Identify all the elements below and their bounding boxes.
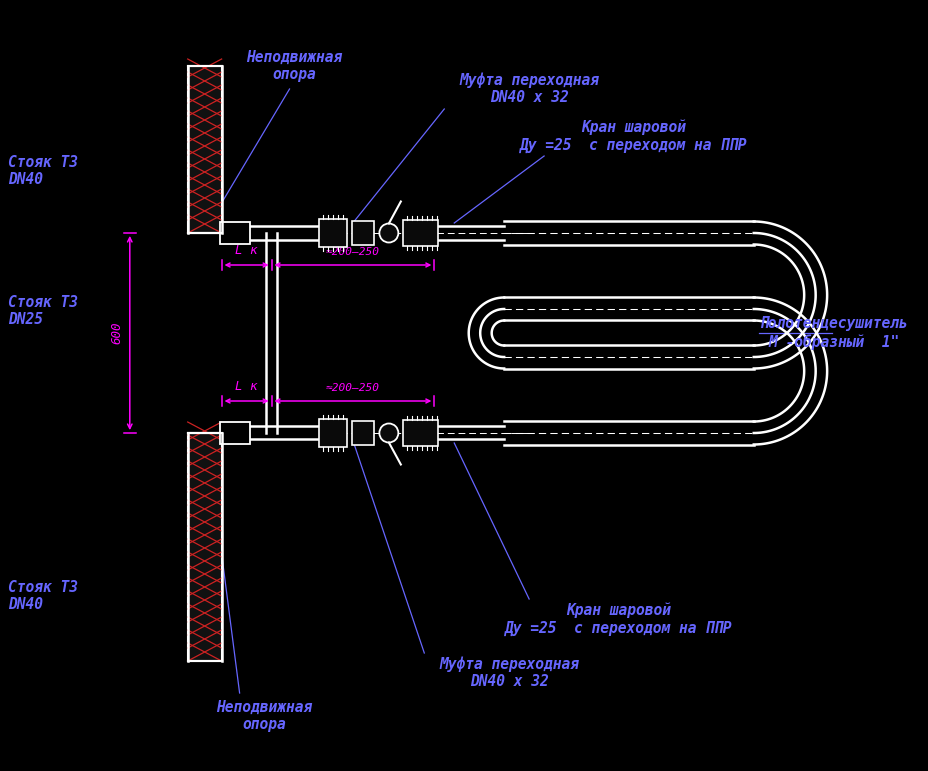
Text: ≈200–250: ≈200–250 — [326, 247, 380, 257]
Circle shape — [379, 423, 398, 443]
Text: Стояк Т3
DN25: Стояк Т3 DN25 — [8, 295, 78, 327]
Bar — [319, 219, 347, 247]
Bar — [219, 222, 250, 244]
Bar — [187, 433, 222, 661]
Text: Кран шаровой
Ду =25  с переходом на ППР: Кран шаровой Ду =25 с переходом на ППР — [520, 120, 747, 153]
Text: Кран шаровой
Ду =25  с переходом на ППР: Кран шаровой Ду =25 с переходом на ППР — [505, 602, 732, 635]
Text: Неподвижная
опора: Неподвижная опора — [216, 700, 313, 732]
Bar — [352, 421, 374, 445]
Bar — [319, 419, 347, 447]
Text: L к: L к — [235, 380, 258, 393]
Bar — [403, 420, 438, 446]
Text: Стояк Т3
DN40: Стояк Т3 DN40 — [8, 155, 78, 187]
Bar — [403, 220, 438, 246]
Text: ≈200–250: ≈200–250 — [326, 383, 380, 393]
Text: Неподвижная
опора: Неподвижная опора — [246, 50, 342, 82]
Text: L к: L к — [235, 244, 258, 257]
Text: Муфта переходная
DN40 х 32: Муфта переходная DN40 х 32 — [439, 657, 578, 689]
Text: Стояк Т3
DN40: Стояк Т3 DN40 — [8, 580, 78, 612]
Bar — [352, 221, 374, 245]
Bar — [187, 66, 222, 233]
Text: Полотенцесушитель
М -образный  1": Полотенцесушитель М -образный 1" — [758, 316, 907, 349]
Text: Муфта переходная
DN40 х 32: Муфта переходная DN40 х 32 — [458, 72, 599, 106]
Text: 600: 600 — [110, 322, 123, 344]
Bar — [219, 422, 250, 444]
Circle shape — [379, 224, 398, 243]
